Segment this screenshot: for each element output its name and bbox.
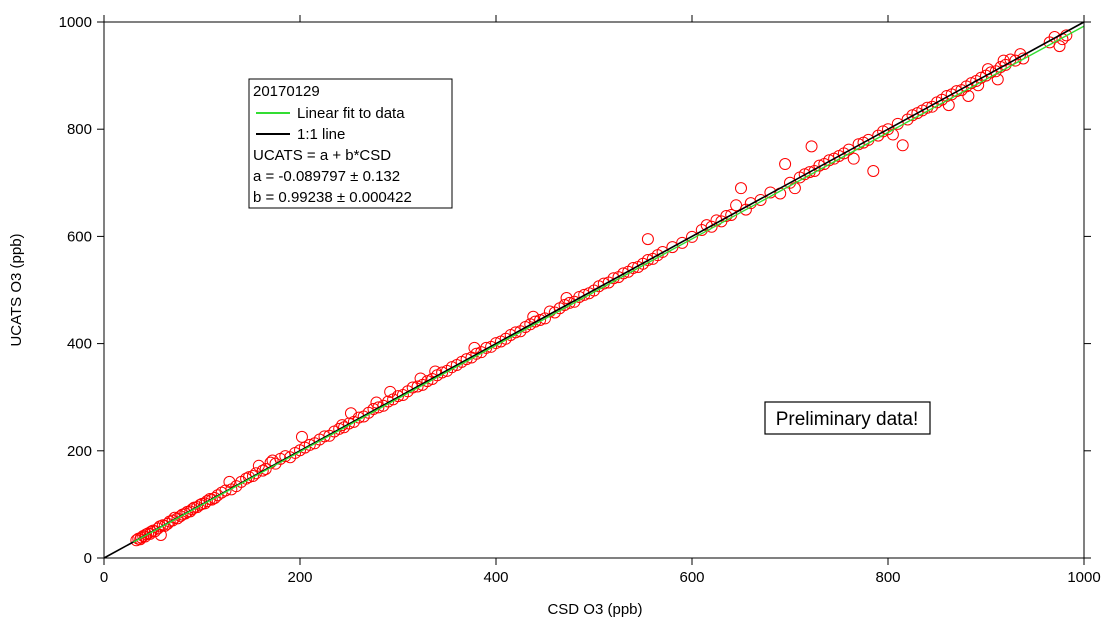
data-point xyxy=(184,505,197,518)
data-point xyxy=(534,314,547,327)
data-point xyxy=(805,140,818,153)
linear-fit-line xyxy=(133,25,1085,543)
data-point xyxy=(259,463,272,476)
data-point xyxy=(470,347,483,360)
data-point xyxy=(896,139,909,152)
data-point xyxy=(318,430,331,443)
data-point xyxy=(991,73,1004,86)
legend-coef-b: b = 0.99238 ± 0.000422 xyxy=(253,189,412,206)
legend-equation: UCATS = a + b*CSD xyxy=(253,147,391,164)
data-point xyxy=(984,66,997,79)
data-point xyxy=(813,159,826,172)
data-point xyxy=(962,89,975,102)
lines-layer xyxy=(103,21,1085,559)
legend-fit-label: Linear fit to data xyxy=(297,105,405,122)
x-tick-label: 400 xyxy=(483,569,508,586)
data-point xyxy=(847,152,860,165)
points-layer xyxy=(130,29,1073,547)
data-point xyxy=(867,165,880,178)
legend-coef-a: a = -0.089797 ± 0.132 xyxy=(253,168,400,185)
data-point xyxy=(720,210,733,223)
y-tick-label: 800 xyxy=(67,121,92,138)
data-point xyxy=(568,295,581,308)
legend-date: 20170129 xyxy=(253,83,320,100)
y-tick-label: 200 xyxy=(67,443,92,460)
data-point xyxy=(246,469,259,482)
plot-frame xyxy=(103,21,1085,559)
data-point xyxy=(256,464,269,477)
data-point xyxy=(205,493,218,506)
data-point xyxy=(352,411,365,424)
data-point xyxy=(950,85,963,98)
data-point xyxy=(344,407,357,420)
data-point xyxy=(468,341,481,354)
data-point xyxy=(269,457,282,470)
x-tick-label: 600 xyxy=(679,569,704,586)
data-point xyxy=(460,353,473,366)
preliminary-note-box xyxy=(764,401,931,435)
data-point xyxy=(823,154,836,167)
data-point xyxy=(735,182,747,195)
data-point xyxy=(1053,40,1066,53)
legend-box xyxy=(248,78,453,209)
preliminary-note-text: Preliminary data! xyxy=(776,409,919,430)
data-point xyxy=(436,366,449,379)
data-point xyxy=(219,484,232,497)
data-point xyxy=(779,158,792,171)
data-point xyxy=(194,498,207,511)
data-point xyxy=(223,475,236,488)
x-tick-label: 800 xyxy=(875,569,900,586)
data-point xyxy=(303,438,316,451)
preliminary-note: Preliminary data! xyxy=(764,401,931,435)
data-point xyxy=(764,186,777,199)
y-axis-title: UCATS O3 (ppb) xyxy=(8,233,25,346)
data-point xyxy=(411,380,424,393)
data-point xyxy=(252,459,265,472)
y-tick-label: 1000 xyxy=(59,14,92,31)
data-point xyxy=(148,525,161,538)
data-point xyxy=(372,401,385,414)
data-point xyxy=(852,138,865,151)
y-tick-label: 400 xyxy=(67,336,92,353)
data-point xyxy=(333,422,346,435)
data-point xyxy=(200,495,213,508)
data-point xyxy=(641,233,654,246)
data-point xyxy=(842,143,855,156)
data-point xyxy=(754,193,767,206)
legend-one-to-one-label: 1:1 line xyxy=(297,126,345,143)
data-point xyxy=(940,89,953,102)
y-tick-label: 600 xyxy=(67,228,92,245)
x-tick-label: 1000 xyxy=(1067,569,1100,586)
x-axis-title: CSD O3 (ppb) xyxy=(547,601,642,618)
data-point xyxy=(730,199,743,212)
data-point xyxy=(686,230,698,243)
legend: 20170129 Linear fit to data 1:1 line UCA… xyxy=(248,78,453,209)
data-point xyxy=(384,385,397,398)
data-point xyxy=(705,220,718,233)
x-tick-label: 200 xyxy=(287,569,312,586)
data-point xyxy=(414,372,427,385)
x-tick-label: 0 xyxy=(100,569,108,586)
data-point xyxy=(676,236,689,249)
axes-layer: 0 200 400 600 800 1000 0 200 400 600 800 1000 xyxy=(59,14,1101,586)
y-tick-label: 0 xyxy=(84,550,92,567)
